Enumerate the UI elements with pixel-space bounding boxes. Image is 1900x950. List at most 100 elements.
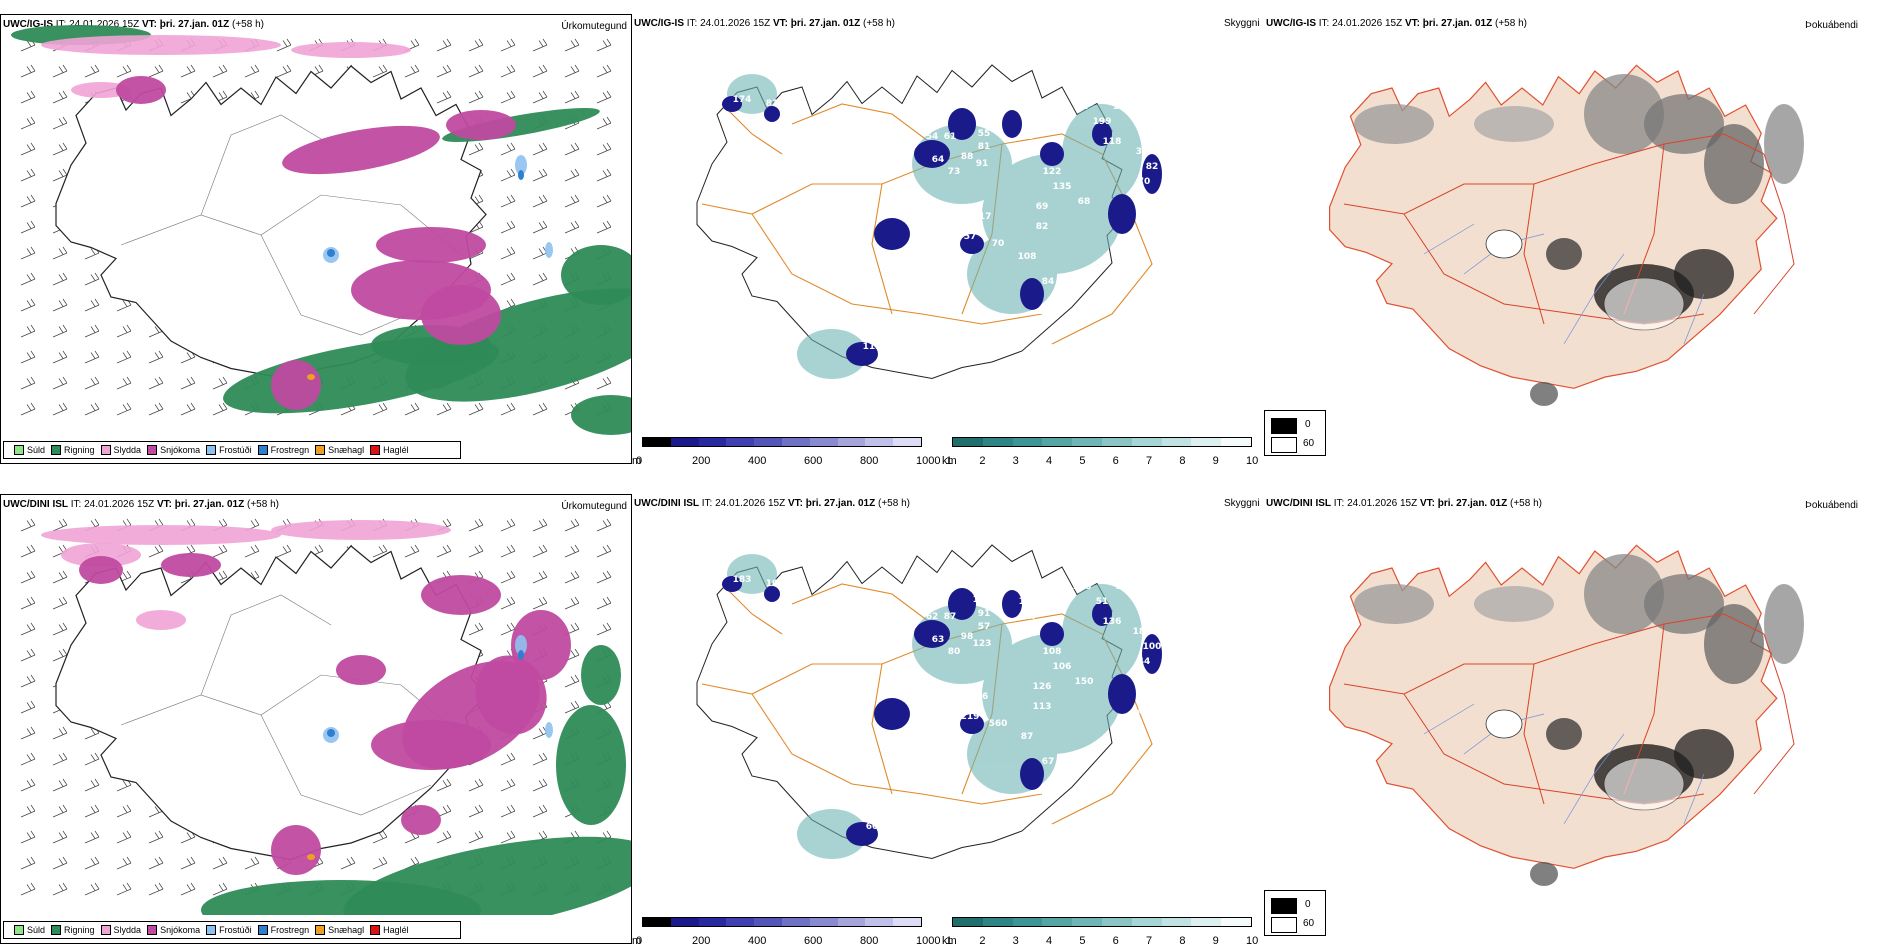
rain-area xyxy=(581,645,621,705)
wind-barb xyxy=(20,272,36,286)
wind-barb xyxy=(20,648,36,662)
colorbar-segment xyxy=(893,438,921,446)
wind-barb xyxy=(532,272,548,286)
wind-barb xyxy=(20,752,36,766)
colorbar-tick: 5 xyxy=(1079,455,1086,467)
colorbar-segment xyxy=(809,438,838,446)
legend-label: Slydda xyxy=(113,444,142,455)
colorbar-tick: 3 xyxy=(1012,455,1019,467)
wind-barb xyxy=(372,544,388,558)
wind-barb xyxy=(52,648,68,662)
wind-barb xyxy=(148,882,164,896)
legend-label: Snjókoma xyxy=(160,924,201,935)
wind-barb xyxy=(84,324,100,338)
terrain-cloud-area xyxy=(1020,278,1044,310)
river xyxy=(1683,773,1705,825)
wind-barb xyxy=(84,272,100,286)
fog-legend-high-label: 0 xyxy=(1305,419,1311,430)
visibility-colorbar: km 1 2 3 4 5 6 7 8 9 10 xyxy=(942,915,1262,947)
visibility-label: 79 xyxy=(1066,272,1079,282)
fog-area xyxy=(1764,104,1804,184)
legend-item: Snæhagl xyxy=(309,445,364,456)
visibility-label: 52 xyxy=(1146,212,1159,222)
wind-barb xyxy=(20,544,36,558)
visibility-label: 180 xyxy=(1118,727,1137,737)
colorbar-unit: m xyxy=(632,935,642,947)
colorbar-segment xyxy=(837,918,866,926)
snow-area xyxy=(271,360,321,410)
road xyxy=(1343,133,1765,215)
visibility-label: 219 xyxy=(961,712,980,722)
legend-label: Frostregn xyxy=(270,444,310,455)
fog-area xyxy=(1644,574,1724,634)
terrain-cloud-area xyxy=(764,586,780,602)
visibility-label: 88 xyxy=(961,152,974,162)
fog-panel-row2: UWC/DINI ISL IT: 24.01.2026 15Z VT: þri.… xyxy=(1264,494,1900,944)
visibility-label: 44 xyxy=(1131,707,1144,717)
colorbar-tick: 4 xyxy=(1046,455,1053,467)
sleet-area xyxy=(41,525,281,545)
colorbar-tick: 2 xyxy=(979,455,986,467)
wind-barb xyxy=(84,778,100,792)
wind-barb xyxy=(20,726,36,740)
fog-area xyxy=(1674,249,1734,299)
legend-label: Haglél xyxy=(383,444,409,455)
visibility-label: 122 xyxy=(1043,167,1062,177)
road xyxy=(200,114,332,216)
fog-area xyxy=(1530,382,1558,406)
wind-barb xyxy=(564,674,580,688)
legend-label: Haglél xyxy=(383,924,409,935)
colorbar-tick: 7 xyxy=(1146,935,1153,947)
colorbar-segment xyxy=(1131,918,1162,926)
road xyxy=(120,674,462,736)
elevation-colorbar-bar xyxy=(642,437,922,447)
road xyxy=(1753,633,1795,795)
visibility-label: 50 xyxy=(886,355,899,365)
road xyxy=(871,663,893,795)
visibility-label: 87 xyxy=(1021,732,1034,742)
legend-item: Haglél xyxy=(364,445,409,456)
terrain-cloud-area xyxy=(846,822,878,846)
visibility-label: 62 xyxy=(926,612,939,622)
legend-swatch xyxy=(147,925,158,936)
legend-item: Snæhagl xyxy=(309,925,364,936)
wind-barb xyxy=(468,518,484,532)
colorbar-tick: 1000 xyxy=(916,935,941,947)
wind-barb xyxy=(20,596,36,610)
fog-area xyxy=(1546,718,1582,750)
wind-barb xyxy=(212,376,228,390)
colorbar-tick: 400 xyxy=(748,455,767,467)
visibility-label: 64 xyxy=(932,155,945,165)
fog-area xyxy=(1474,586,1554,622)
visibility-label: 91 xyxy=(978,609,991,619)
wind-barb xyxy=(500,830,516,844)
terrain-cloud-area xyxy=(960,714,984,734)
wind-barb xyxy=(244,856,260,870)
wind-barb xyxy=(596,142,612,156)
wind-barb xyxy=(564,570,580,584)
snow-grains-area xyxy=(307,374,315,380)
visibility-label: 108 xyxy=(1018,252,1037,262)
wind-barb xyxy=(84,830,100,844)
elevation-colorbar-bar xyxy=(642,917,922,927)
wind-barb xyxy=(596,596,612,610)
legend-label: Rigning xyxy=(64,924,95,935)
wind-barb xyxy=(116,64,132,78)
wind-barb xyxy=(564,194,580,208)
fog-legend: 0 60 xyxy=(1264,410,1326,456)
wind-barb xyxy=(20,402,36,416)
wind-barb xyxy=(20,168,36,182)
snow-area xyxy=(336,655,386,685)
legend-label: Snæhagl xyxy=(328,444,365,455)
wind-barb xyxy=(436,90,452,104)
visibility-label: 60 xyxy=(892,857,905,867)
fog-area xyxy=(1546,238,1582,270)
colorbar-tick: 4 xyxy=(1046,935,1053,947)
wind-barb xyxy=(404,64,420,78)
legend-label: Frostúði xyxy=(219,444,252,455)
visibility-label: 68 xyxy=(1078,197,1091,207)
wind-barb xyxy=(596,518,612,532)
visibility-label: 123 xyxy=(973,639,992,649)
colorbar-segment xyxy=(1161,438,1192,446)
